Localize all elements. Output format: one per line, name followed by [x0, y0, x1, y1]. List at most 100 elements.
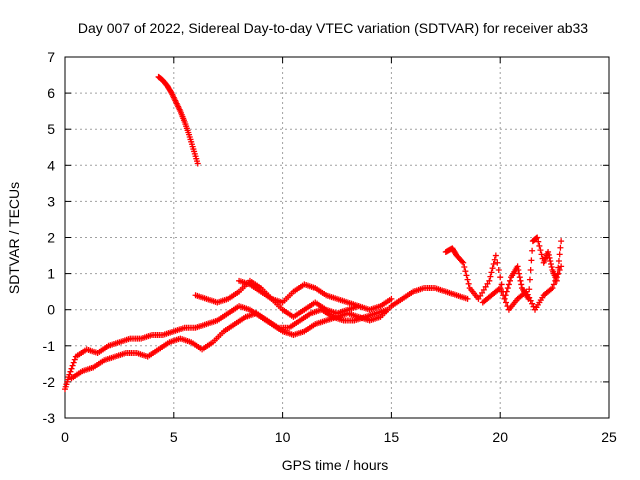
data-point — [545, 251, 552, 258]
data-point — [555, 257, 562, 264]
data-point — [462, 268, 469, 275]
y-tick-label: 6 — [47, 85, 55, 101]
data-point — [497, 285, 504, 292]
x-tick-label: 5 — [170, 429, 178, 445]
data-point — [538, 251, 545, 258]
data-point — [487, 273, 494, 280]
series-sdtvar-early-high-arc — [155, 73, 201, 167]
data-point — [558, 263, 565, 270]
series-sdtvar-track-a — [62, 285, 471, 393]
data-point — [194, 160, 201, 167]
data-point — [548, 263, 555, 270]
y-tick-label: -1 — [43, 338, 56, 354]
data-point — [534, 234, 541, 241]
data-point — [556, 266, 563, 273]
series-sdtvar-late-cluster-lower — [479, 263, 565, 313]
data-point — [526, 294, 533, 301]
x-tick-label: 0 — [61, 429, 69, 445]
data-point — [557, 244, 564, 251]
data-point — [555, 270, 562, 277]
data-point — [529, 247, 536, 254]
data-points — [62, 73, 565, 393]
data-point — [477, 292, 484, 299]
y-tick-label: 1 — [47, 266, 55, 282]
data-point — [492, 252, 499, 259]
chart-title: Day 007 of 2022, Sidereal Day-to-day VTE… — [78, 20, 588, 36]
data-point — [517, 277, 524, 284]
data-point — [515, 266, 522, 273]
data-point — [516, 274, 523, 281]
data-point — [518, 281, 525, 288]
y-tick-label: 0 — [47, 302, 55, 318]
y-tick-label: -3 — [43, 410, 56, 426]
data-point — [526, 276, 533, 283]
data-point — [545, 248, 552, 255]
data-point — [388, 295, 395, 302]
y-tick-label: 2 — [47, 230, 55, 246]
x-tick-label: 10 — [275, 429, 291, 445]
data-point — [527, 266, 534, 273]
data-point — [514, 263, 521, 270]
data-point — [527, 297, 534, 304]
y-tick-label: -2 — [43, 374, 56, 390]
data-point — [504, 285, 511, 292]
data-point — [546, 254, 553, 261]
data-point — [506, 277, 513, 284]
y-tick-label: 7 — [47, 49, 55, 65]
x-tick-label: 25 — [601, 429, 617, 445]
x-tick-label: 20 — [492, 429, 508, 445]
data-point — [536, 242, 543, 249]
y-tick-label: 4 — [47, 157, 55, 173]
data-point — [66, 371, 73, 378]
y-tick-label: 5 — [47, 121, 55, 137]
data-point — [528, 257, 535, 264]
data-point — [488, 269, 495, 276]
data-point — [529, 300, 536, 307]
data-point — [503, 288, 510, 295]
grid — [65, 57, 609, 418]
data-point — [464, 276, 471, 283]
data-point — [475, 295, 482, 302]
y-tick-label: 3 — [47, 193, 55, 209]
data-point — [549, 285, 556, 292]
data-point — [495, 266, 502, 273]
data-point — [484, 280, 491, 287]
data-point — [505, 281, 512, 288]
x-tick-label: 15 — [384, 429, 400, 445]
data-point — [460, 259, 467, 266]
data-point — [552, 277, 559, 284]
data-point — [71, 356, 78, 363]
data-point — [480, 286, 487, 293]
data-point — [461, 263, 468, 270]
data-point — [464, 295, 471, 302]
x-axis-label: GPS time / hours — [282, 457, 389, 473]
data-point — [70, 359, 77, 366]
data-point — [355, 303, 362, 310]
series-sdtvar-track-d — [236, 277, 362, 320]
data-point — [479, 289, 486, 296]
data-point — [553, 274, 560, 281]
data-point — [463, 272, 470, 279]
data-point — [68, 365, 75, 372]
data-point — [494, 259, 501, 266]
axis-ticks: 0 5 10 15 20 25 -3 -2 -1 0 1 2 3 4 5 6 7 — [43, 49, 617, 445]
data-point — [482, 283, 489, 290]
data-point — [550, 281, 557, 288]
data-point — [547, 260, 554, 267]
data-point — [516, 270, 523, 277]
data-point — [558, 238, 565, 245]
series-sdtvar-track-b — [68, 306, 391, 382]
data-point — [524, 291, 531, 298]
data-point — [490, 260, 497, 267]
series-sdtvar-late-cluster — [442, 234, 565, 302]
data-point — [486, 277, 493, 284]
data-point — [497, 274, 504, 281]
data-point — [489, 265, 496, 272]
data-point — [498, 281, 505, 288]
data-point — [547, 257, 554, 264]
data-point — [556, 251, 563, 258]
data-point — [500, 292, 507, 299]
data-point — [459, 258, 466, 265]
data-point — [523, 288, 530, 295]
